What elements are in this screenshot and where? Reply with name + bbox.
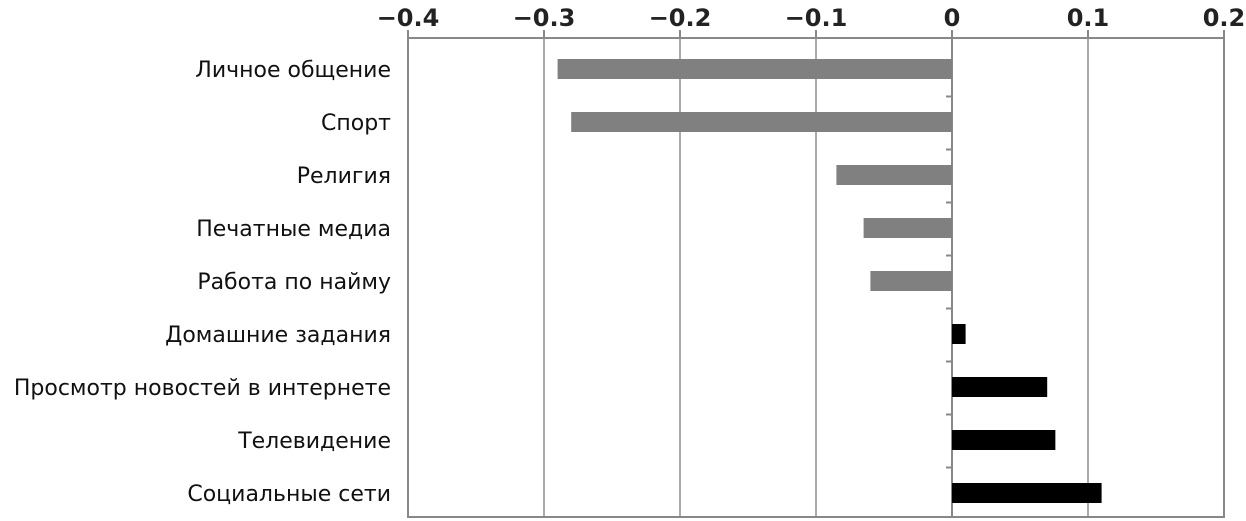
category-label: Работа по найму xyxy=(197,270,391,295)
category-label: Просмотр новостей в интернете xyxy=(14,376,391,401)
bar xyxy=(870,271,952,291)
bar xyxy=(557,59,952,79)
bar xyxy=(952,430,1056,450)
x-tick-label: −0.2 xyxy=(649,4,712,32)
x-tick-label: 0.1 xyxy=(1067,4,1110,32)
bar xyxy=(571,112,952,132)
category-label: Спорт xyxy=(321,111,391,136)
x-tick-label: 0 xyxy=(944,4,961,32)
bar xyxy=(836,165,952,185)
bars xyxy=(557,59,1102,503)
bar xyxy=(952,377,1048,397)
category-label: Печатные медиа xyxy=(196,217,391,242)
category-label: Религия xyxy=(297,164,391,189)
plot-frame xyxy=(407,37,1225,518)
plot-border xyxy=(407,37,1225,518)
category-labels: Личное общение Спорт Религия Печатные медиа… xyxy=(14,58,391,507)
x-tick-label: −0.3 xyxy=(513,4,576,32)
bar xyxy=(952,483,1102,503)
x-tick-label: −0.1 xyxy=(785,4,848,32)
bar xyxy=(863,218,952,238)
x-tick-label: 0.2 xyxy=(1203,4,1246,32)
x-tick-label: −0.4 xyxy=(377,4,440,32)
bar xyxy=(952,324,966,344)
category-label: Социальные сети xyxy=(187,482,391,507)
category-label: Домашние задания xyxy=(165,323,391,348)
x-axis-ticks: −0.4 −0.3 −0.2 −0.1 0 0.1 0.2 xyxy=(377,4,1246,38)
category-label: Личное общение xyxy=(195,58,391,83)
category-label: Телевидение xyxy=(237,429,391,454)
